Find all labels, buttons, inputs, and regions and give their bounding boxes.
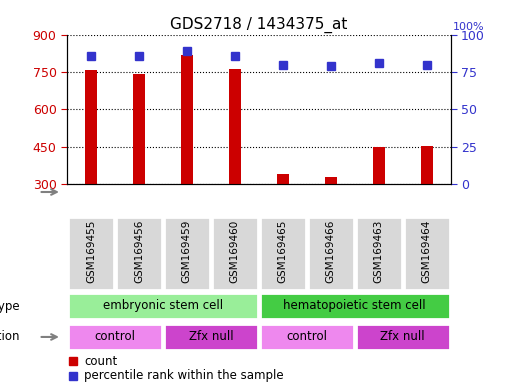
Bar (116, 217, 162, 290)
Text: GSM169460: GSM169460 (230, 220, 240, 283)
Text: hematopoietic stem cell: hematopoietic stem cell (283, 299, 426, 312)
Text: GSM169459: GSM169459 (182, 220, 192, 283)
Bar (68, 293, 258, 319)
Bar (68, 324, 162, 350)
Text: GSM169465: GSM169465 (278, 220, 288, 283)
Bar (133, 74, 145, 184)
Bar (260, 217, 306, 290)
Bar (85, 70, 97, 184)
Bar (260, 293, 450, 319)
Text: count: count (84, 355, 117, 368)
Text: control: control (286, 330, 327, 343)
Bar (277, 174, 289, 184)
Text: percentile rank within the sample: percentile rank within the sample (84, 369, 284, 382)
Bar (181, 55, 193, 184)
Bar (164, 324, 258, 350)
Text: GSM169455: GSM169455 (86, 220, 96, 283)
Text: genotype/variation: genotype/variation (0, 331, 20, 343)
Text: GSM169466: GSM169466 (325, 220, 336, 283)
Bar (356, 217, 402, 290)
Text: control: control (94, 330, 135, 343)
Text: 100%: 100% (453, 22, 484, 32)
Bar (164, 217, 210, 290)
Bar (356, 324, 450, 350)
Bar (260, 324, 354, 350)
Bar (404, 217, 450, 290)
Title: GDS2718 / 1434375_at: GDS2718 / 1434375_at (170, 17, 348, 33)
Bar (229, 69, 241, 184)
Bar (373, 147, 385, 184)
Text: GSM169456: GSM169456 (134, 220, 144, 283)
Bar (68, 217, 114, 290)
Text: Zfx null: Zfx null (188, 330, 233, 343)
Text: GSM169463: GSM169463 (374, 220, 384, 283)
Text: Zfx null: Zfx null (381, 330, 425, 343)
Text: cell type: cell type (0, 300, 20, 313)
Bar (307, 217, 354, 290)
Text: GSM169464: GSM169464 (422, 220, 432, 283)
Bar (212, 217, 258, 290)
Text: embryonic stem cell: embryonic stem cell (103, 299, 223, 312)
Bar (421, 146, 433, 184)
Bar (325, 177, 337, 184)
